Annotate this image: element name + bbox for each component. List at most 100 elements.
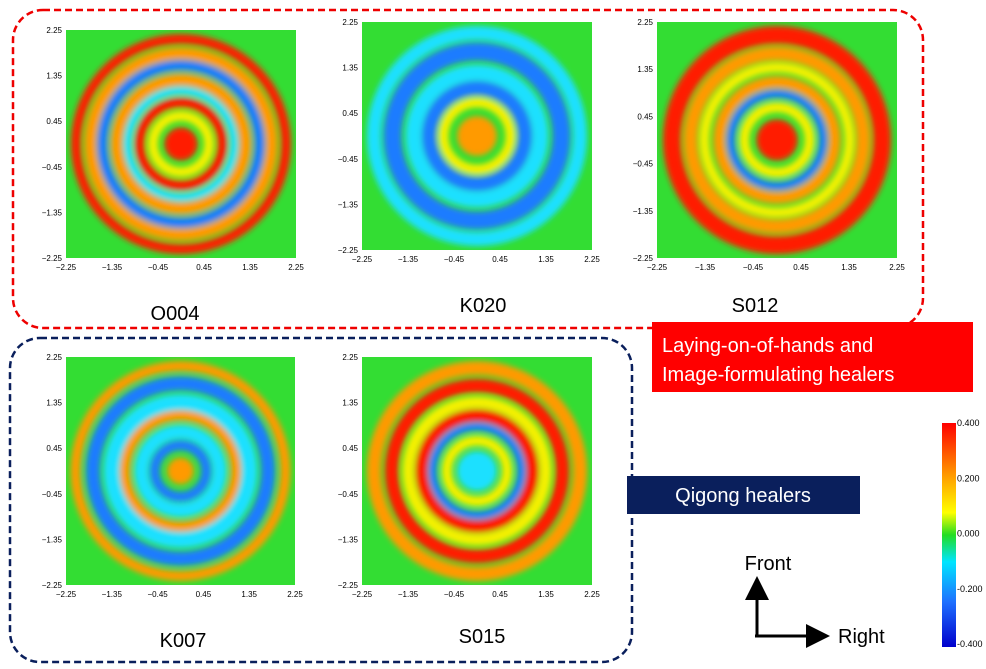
heatmap-ring [134,97,228,191]
heatmap-panel: −2.25−2.25 −1.35 −1.35 −0.45 −0.45 0.45 0.45 1.… [633,18,906,317]
group-label-box [652,322,973,392]
heatmap-core [172,463,189,479]
heatmap-ring [120,410,241,532]
heatmap-ring [415,409,539,533]
heatmap-ring [428,422,526,520]
y-tick-label: 2.25 [46,26,62,35]
x-tick-label: −2.25 [56,263,77,272]
heatmap-ring [148,111,214,177]
y-tick-label: −2.25 [42,254,63,263]
y-tick-label: −2.25 [338,581,359,590]
heatmap-core [469,463,485,479]
heatmap-ring [756,119,798,161]
y-tick-label: −1.35 [633,207,654,216]
direction-label: Right [838,626,885,648]
heatmap-ring [70,361,291,581]
panel-label: K007 [160,630,207,652]
heatmap-ring [97,60,265,228]
heatmap-ring [402,396,552,546]
heatmap-ring [110,73,252,215]
y-tick-label: 0.45 [46,117,62,126]
heatmap-ring [726,89,828,191]
y-tick-label: −2.25 [42,581,63,590]
heatmap-ring [71,34,291,254]
y-tick-label: 2.25 [46,353,62,362]
heatmap-panel: −2.25−2.25 −1.35 −1.35 −0.45 −0.45 0.45 0.45 1.… [338,18,601,317]
colorbar-tick-label: 0.400 [957,418,980,428]
x-tick-label: 2.25 [288,263,304,272]
y-tick-label: 1.35 [342,399,358,408]
y-tick-label: −0.45 [338,155,359,164]
x-tick-label: 1.35 [242,263,258,272]
heatmap-ring [123,86,239,202]
y-tick-label: 0.45 [46,444,62,453]
y-tick-label: 1.35 [637,65,653,74]
x-tick-label: 1.35 [538,590,554,599]
heatmap-ring [383,42,571,230]
heatmap [66,30,296,258]
x-tick-label: 2.25 [584,255,600,264]
heatmap-ring [699,62,855,218]
heatmap-ring [663,26,891,254]
heatmap [362,357,592,585]
heatmap-ring [85,376,276,566]
x-tick-label: 1.35 [841,263,857,272]
y-tick-label: −1.35 [338,200,359,209]
y-tick-label: −0.45 [42,163,63,172]
x-tick-label: −1.35 [102,590,123,599]
x-tick-label: −2.25 [647,263,668,272]
x-tick-label: 0.45 [196,590,212,599]
heatmap-ring [441,435,513,507]
heatmap-field [71,34,291,254]
heatmap-core [469,128,485,144]
heatmap [657,22,897,258]
heatmap [362,22,592,250]
x-tick-label: 0.45 [492,255,508,264]
y-tick-label: 0.45 [637,112,653,121]
y-tick-label: 0.45 [342,109,358,118]
x-tick-label: −1.35 [398,255,419,264]
heatmap-ring [367,361,587,581]
x-tick-label: 2.25 [889,263,905,272]
y-tick-label: 0.45 [342,444,358,453]
heatmap-ring [422,81,532,191]
x-tick-label: −2.25 [352,255,373,264]
x-tick-label: −0.45 [148,263,169,272]
heatmap-core [769,132,785,148]
heatmap-ring [134,424,227,518]
x-tick-label: 1.35 [241,590,257,599]
heatmap-field [663,26,891,254]
heatmap-panel: −2.25−2.25 −1.35 −1.35 −0.45 −0.45 0.45 0.45 1.… [42,26,305,325]
group-label-box [627,476,860,514]
x-tick-label: 2.25 [584,590,600,599]
y-tick-label: −1.35 [42,208,63,217]
heatmap-field [367,361,587,581]
colorbar [942,423,956,647]
y-tick-label: 2.25 [637,18,653,27]
heatmap-ring [167,457,194,485]
x-tick-label: −0.45 [444,590,465,599]
heatmap-ring [683,46,871,234]
x-tick-label: 0.45 [196,263,212,272]
colorbar-tick-label: -0.200 [957,584,983,594]
group-label: Qigong healers [675,485,811,507]
heatmap [66,357,295,585]
panel-label: S012 [732,295,779,317]
heatmap-ring [367,26,587,246]
y-tick-label: −2.25 [338,246,359,255]
x-tick-label: −0.45 [743,263,764,272]
y-tick-label: 2.25 [342,18,358,27]
y-tick-label: 1.35 [46,72,62,81]
heatmap-panel: −2.25−2.25 −1.35 −1.35 −0.45 −0.45 0.45 0.45 1.… [42,353,304,652]
heatmap-field [367,26,587,246]
x-tick-label: 1.35 [538,255,554,264]
x-tick-label: 0.45 [793,263,809,272]
heatmap-ring [457,116,497,156]
heatmap-panel: −2.25−2.25 −1.35 −1.35 −0.45 −0.45 0.45 0.45 1.… [338,353,601,648]
y-tick-label: −1.35 [42,535,63,544]
y-tick-label: 1.35 [342,64,358,73]
heatmap-ring [103,394,258,548]
y-tick-label: −1.35 [338,535,359,544]
heatmap-ring [438,97,516,175]
